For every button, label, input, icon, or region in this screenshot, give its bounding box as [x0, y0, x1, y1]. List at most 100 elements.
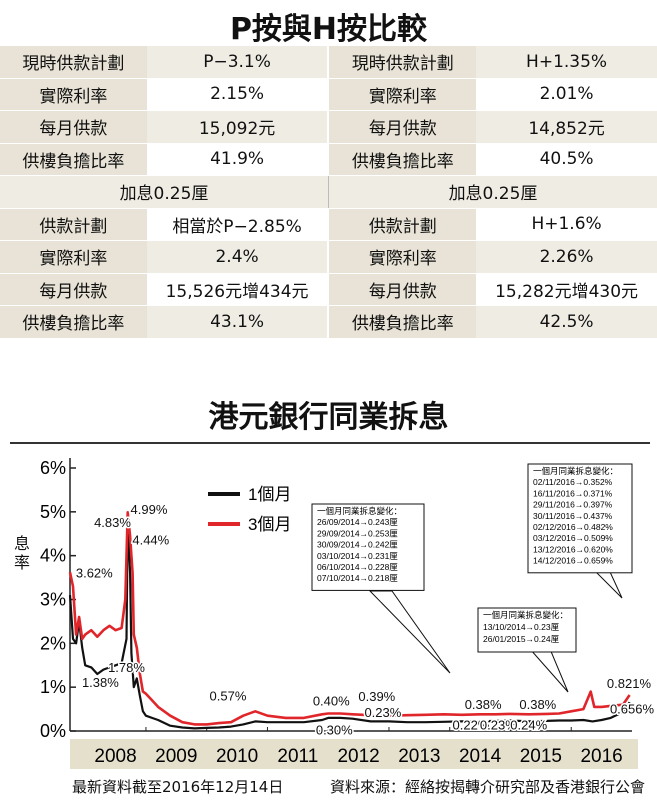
y-tick-label: 3%: [40, 590, 66, 610]
value-cell: 2.01%: [476, 78, 657, 111]
callout-line: 13/10/2014→0.23厘: [483, 622, 560, 632]
y-tick-label: 4%: [40, 546, 66, 566]
label-cell: 每月供款: [0, 273, 147, 306]
callout-pointer: [528, 648, 569, 693]
data-label: 4.99%: [131, 502, 168, 517]
label-cell: 現時供款計劃: [0, 46, 147, 79]
table-row: 現時供款計劃 P−3.1% 現時供款計劃 H+1.35%: [0, 46, 657, 79]
data-label: 0.23%: [364, 705, 401, 720]
callout-line: 一個月同業拆息變化：: [533, 466, 618, 476]
label-cell: 供樓負擔比率: [0, 305, 147, 339]
data-label: 0.57%: [210, 688, 247, 703]
callout-line: 06/10/2014→0.228厘: [317, 562, 398, 572]
series-line-1m: [68, 518, 631, 730]
label-cell: 供款計劃: [328, 208, 477, 241]
data-label: 0.821%: [607, 676, 652, 691]
table-row: 每月供款 15,526元增434元 每月供款 15,282元增430元: [0, 273, 657, 306]
data-label: 0.39%: [358, 689, 395, 704]
y-tick-label: 0%: [40, 721, 66, 741]
callout-line: 29/11/2016→0.397%: [533, 500, 613, 510]
label-cell: 供樓負擔比率: [328, 143, 477, 176]
value-cell: 相當於P−2.85%: [146, 208, 330, 241]
callout-box: [311, 503, 425, 591]
table-row: 供款計劃 相當於P−2.85% 供款計劃 H+1.6%: [0, 208, 657, 241]
data-label: 0.30%: [316, 723, 353, 738]
label-cell: 實際利率: [0, 78, 147, 111]
label-cell: 供樓負擔比率: [328, 305, 477, 339]
callout-line: 14/12/2016→0.659%: [533, 556, 613, 566]
rate-rise-left: 加息0.25厘: [0, 175, 329, 209]
data-label: 1.78%: [108, 660, 145, 675]
callout-line: 30/11/2016→0.437%: [533, 511, 613, 521]
x-tick-label: 2011: [277, 746, 318, 767]
label-cell: 實際利率: [0, 240, 147, 274]
callout-line: 一個月同業拆息變化：: [317, 506, 402, 516]
callout-box: [477, 607, 577, 653]
title-rule: [10, 442, 650, 444]
label-cell: 現時供款計劃: [328, 46, 477, 79]
table-row: 供樓負擔比率 43.1% 供樓負擔比率 42.5%: [0, 305, 657, 339]
callout-line: 02/12/2016→0.482%: [533, 522, 613, 532]
interbank-rate-chart: 0% 1% 2% 3% 4% 5% 6% 2008 2009 2010 2011 2012 2013 20…: [40, 458, 656, 769]
callout-line: 26/01/2015→0.24厘: [483, 634, 560, 644]
x-tick-label: 2012: [337, 746, 379, 767]
y-axis-label: 息率: [13, 534, 30, 572]
value-cell: 2.4%: [146, 240, 330, 274]
x-tick-label: 2009: [155, 746, 197, 767]
value-cell: 42.5%: [476, 305, 657, 339]
callout-box: [527, 463, 633, 574]
data-label: 0.40%: [313, 694, 350, 709]
rate-rise-right: 加息0.25厘: [328, 175, 657, 209]
label-cell: 實際利率: [328, 78, 477, 111]
x-tick-label: 2015: [520, 746, 562, 767]
x-tick-label: 2010: [216, 746, 258, 767]
data-label: 4.83%: [94, 515, 131, 530]
callout-line: 一個月同業拆息變化：: [483, 610, 568, 620]
comparison-title: P按與H按比較: [229, 12, 428, 47]
data-date-note: 最新資料截至2016年12月14日: [72, 778, 284, 796]
table-row: 實際利率 2.4% 實際利率 2.26%: [0, 240, 657, 274]
value-cell: H+1.6%: [476, 208, 657, 241]
table-row: 每月供款 15,092元 每月供款 14,852元: [0, 110, 657, 144]
y-tick-label: 5%: [40, 502, 66, 522]
value-cell: 15,092元: [146, 110, 330, 144]
data-label: 4.44%: [132, 533, 169, 548]
data-label: 0.656%: [610, 701, 655, 716]
value-cell: 43.1%: [146, 305, 330, 339]
data-label: 0.38%: [519, 697, 556, 712]
y-tick-label: 1%: [40, 677, 66, 697]
table-row: 加息0.25厘 加息0.25厘: [0, 175, 657, 209]
data-label: 0.38%: [465, 697, 502, 712]
value-cell: 14,852元: [476, 110, 657, 144]
callout-line: 29/09/2014→0.253厘: [317, 528, 398, 538]
value-cell: P−3.1%: [146, 46, 330, 79]
x-tick-label: 2016: [580, 746, 622, 767]
table-row: 實際利率 2.15% 實際利率 2.01%: [0, 78, 657, 111]
legend-label: 3個月: [248, 515, 291, 534]
value-cell: 15,526元增434元: [146, 273, 330, 306]
x-tick-label: 2008: [94, 746, 136, 767]
series-line-3m: [68, 510, 631, 726]
callout-line: 03/12/2016→0.509%: [533, 533, 613, 543]
label-cell: 每月供款: [328, 273, 477, 306]
data-label: 3.62%: [76, 566, 113, 581]
x-axis-band: [70, 739, 638, 769]
label-cell: 供款計劃: [0, 208, 147, 241]
value-cell: 41.9%: [146, 143, 330, 176]
value-cell: 40.5%: [476, 143, 657, 176]
callout-line: 13/12/2016→0.620%: [533, 544, 613, 554]
callout-line: 16/11/2016→0.371%: [533, 488, 613, 498]
source-note: 資料來源：經絡按揭轉介研究部及香港銀行公會: [330, 778, 646, 796]
comparison-table: 現時供款計劃 P−3.1% 現時供款計劃 H+1.35% 實際利率 2.15% …: [0, 46, 657, 339]
label-cell: 供樓負擔比率: [0, 143, 147, 176]
callout-line: 30/09/2014→0.242厘: [317, 540, 398, 550]
data-label: 0.22%: [453, 718, 490, 733]
label-cell: 實際利率: [328, 240, 477, 274]
x-tick-label: 2013: [398, 746, 440, 767]
y-tick-label: 2%: [40, 633, 66, 653]
callout-line: 03/10/2014→0.231厘: [317, 551, 398, 561]
legend-label: 1個月: [248, 485, 291, 504]
callout-line: 07/10/2014→0.218厘: [317, 573, 398, 583]
table-row: 供樓負擔比率 41.9% 供樓負擔比率 40.5%: [0, 143, 657, 176]
x-tick-label: 2014: [459, 746, 502, 767]
